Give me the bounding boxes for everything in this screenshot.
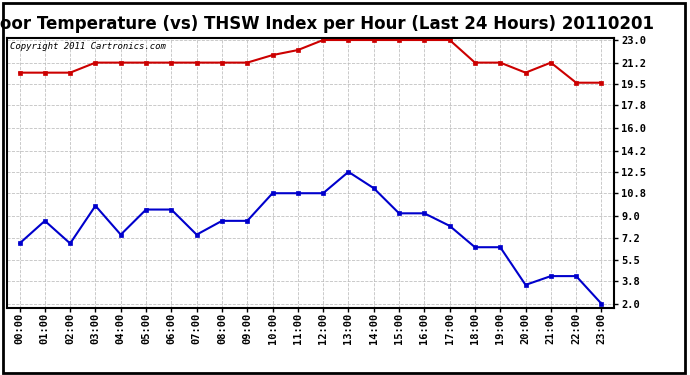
Text: Copyright 2011 Cartronics.com: Copyright 2011 Cartronics.com (10, 42, 166, 51)
Text: Outdoor Temperature (vs) THSW Index per Hour (Last 24 Hours) 20110201: Outdoor Temperature (vs) THSW Index per … (0, 15, 653, 33)
